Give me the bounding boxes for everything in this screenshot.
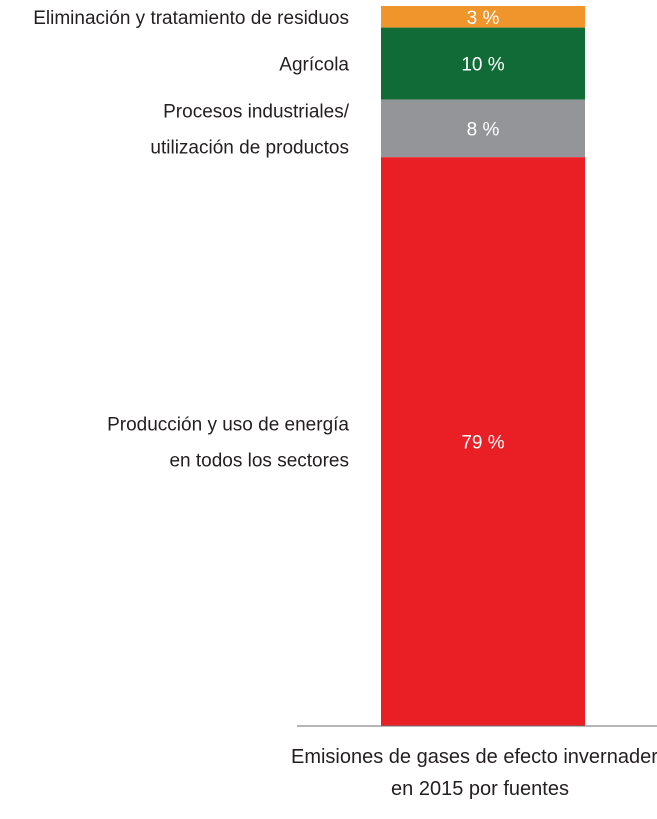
category-label-2-line-0: Procesos industriales/ <box>163 101 350 122</box>
bar-segment-2 <box>381 99 585 158</box>
segment-value-label-3: 79 % <box>461 433 504 454</box>
category-label-1-line-0: Agrícola <box>279 55 349 76</box>
segment-value-label-1: 10 % <box>461 55 504 76</box>
category-label-2-line-1: utilización de productos <box>150 137 349 158</box>
bar-segment-3 <box>381 157 585 726</box>
category-label-3-line-0: Producción y uso de energía <box>107 415 349 436</box>
bar-segment-0 <box>381 6 585 28</box>
chart-caption-line-2: en 2015 por fuentes <box>391 778 569 800</box>
chart-caption-line-1: Emisiones de gases de efecto invernadero <box>290 746 657 768</box>
bar-segment-1 <box>381 27 585 100</box>
segment-value-label-0: 3 % <box>467 8 500 29</box>
category-label-3-line-1: en todos los sectores <box>169 451 349 472</box>
segment-value-label-2: 8 % <box>467 119 500 140</box>
category-label-0-line-0: Eliminación y tratamiento de residuos <box>33 8 349 29</box>
